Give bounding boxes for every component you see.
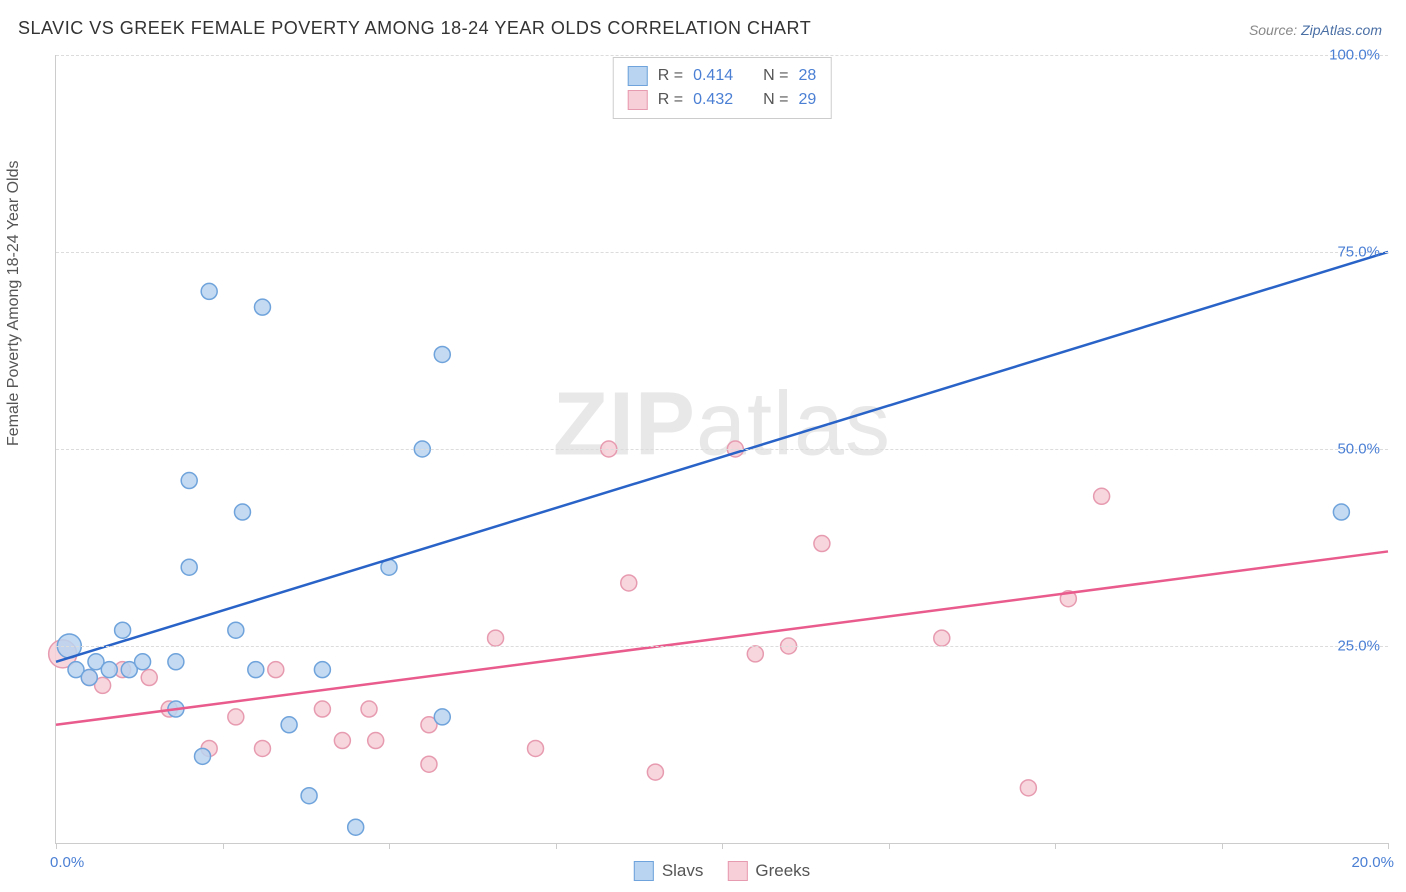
data-point [248, 662, 264, 678]
data-point [141, 670, 157, 686]
data-point [361, 701, 377, 717]
data-point [1094, 488, 1110, 504]
plot-area: ZIPatlas R = 0.414 N = 28 R = 0.432 N = … [55, 55, 1388, 844]
xtick-label: 20.0% [1351, 854, 1394, 871]
legend-label-greeks: Greeks [755, 861, 810, 881]
data-point [181, 559, 197, 575]
data-point [747, 646, 763, 662]
source-attribution: Source: ZipAtlas.com [1249, 22, 1382, 38]
data-point [348, 819, 364, 835]
data-point [1333, 504, 1349, 520]
data-point [1020, 780, 1036, 796]
data-point [301, 788, 317, 804]
xtick [889, 843, 890, 849]
source-prefix: Source: [1249, 22, 1301, 38]
data-point [621, 575, 637, 591]
data-point [314, 662, 330, 678]
xtick-label: 0.0% [50, 854, 84, 871]
data-point [254, 740, 270, 756]
ytick-label: 75.0% [1337, 244, 1380, 261]
trendline [56, 252, 1388, 662]
series-legend: Slavs Greeks [634, 861, 810, 881]
data-point [228, 709, 244, 725]
trendline [56, 551, 1388, 724]
source-link[interactable]: ZipAtlas.com [1301, 22, 1382, 38]
data-point [135, 654, 151, 670]
swatch-slavs-bottom [634, 861, 654, 881]
legend-item-greeks: Greeks [727, 861, 810, 881]
data-point [168, 654, 184, 670]
xtick [1388, 843, 1389, 849]
ytick-label: 100.0% [1329, 47, 1380, 64]
data-point [234, 504, 250, 520]
chart-title: SLAVIC VS GREEK FEMALE POVERTY AMONG 18-… [18, 18, 811, 39]
gridline [56, 449, 1388, 450]
data-point [434, 709, 450, 725]
legend-item-slavs: Slavs [634, 861, 704, 881]
xtick [722, 843, 723, 849]
data-point [201, 283, 217, 299]
data-point [181, 473, 197, 489]
ytick-label: 50.0% [1337, 441, 1380, 458]
data-point [281, 717, 297, 733]
data-point [334, 733, 350, 749]
data-point [314, 701, 330, 717]
xtick [1222, 843, 1223, 849]
data-point [434, 346, 450, 362]
gridline [56, 646, 1388, 647]
gridline [56, 55, 1388, 56]
xtick [389, 843, 390, 849]
data-point [647, 764, 663, 780]
legend-label-slavs: Slavs [662, 861, 704, 881]
data-point [81, 670, 97, 686]
data-point [528, 740, 544, 756]
data-point [254, 299, 270, 315]
data-point [228, 622, 244, 638]
y-axis-label: Female Poverty Among 18-24 Year Olds [5, 161, 23, 447]
data-point [115, 622, 131, 638]
data-point [368, 733, 384, 749]
data-point [101, 662, 117, 678]
data-point [195, 748, 211, 764]
xtick [56, 843, 57, 849]
data-point [934, 630, 950, 646]
ytick-label: 25.0% [1337, 638, 1380, 655]
data-point [488, 630, 504, 646]
data-point [421, 756, 437, 772]
data-point [814, 536, 830, 552]
xtick [223, 843, 224, 849]
swatch-greeks-bottom [727, 861, 747, 881]
xtick [1055, 843, 1056, 849]
gridline [56, 252, 1388, 253]
xtick [556, 843, 557, 849]
data-point [268, 662, 284, 678]
